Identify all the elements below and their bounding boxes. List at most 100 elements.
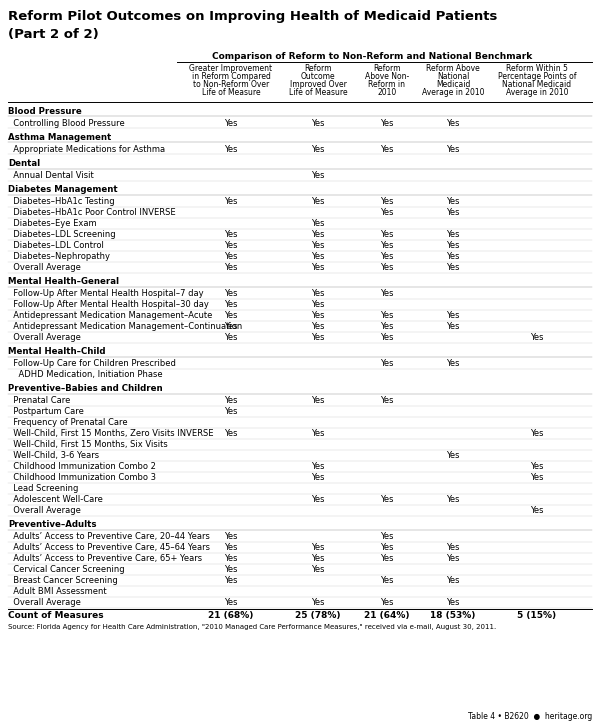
Text: 18 (53%): 18 (53%) bbox=[430, 611, 476, 620]
Text: Yes: Yes bbox=[311, 543, 325, 552]
Text: Well-Child, 3-6 Years: Well-Child, 3-6 Years bbox=[8, 451, 99, 460]
Text: Yes: Yes bbox=[380, 359, 394, 368]
Text: Yes: Yes bbox=[224, 145, 238, 154]
Text: Diabetes–HbA1c Testing: Diabetes–HbA1c Testing bbox=[8, 197, 115, 206]
Text: Reform: Reform bbox=[373, 64, 401, 73]
Text: Prenatal Care: Prenatal Care bbox=[8, 396, 70, 405]
Text: Greater Improvement: Greater Improvement bbox=[190, 64, 272, 73]
Text: Yes: Yes bbox=[380, 289, 394, 298]
Text: Yes: Yes bbox=[311, 473, 325, 482]
Text: Antidepressant Medication Management–Continuation: Antidepressant Medication Management–Con… bbox=[8, 322, 242, 331]
Text: 25 (78%): 25 (78%) bbox=[295, 611, 341, 620]
Text: Yes: Yes bbox=[530, 506, 544, 515]
Text: Diabetes Management: Diabetes Management bbox=[8, 185, 118, 194]
Text: Yes: Yes bbox=[224, 598, 238, 607]
Text: Count of Measures: Count of Measures bbox=[8, 611, 104, 620]
Text: Diabetes–LDL Control: Diabetes–LDL Control bbox=[8, 241, 104, 250]
Text: Yes: Yes bbox=[224, 300, 238, 309]
Text: Outcome: Outcome bbox=[301, 72, 335, 81]
Text: Yes: Yes bbox=[380, 230, 394, 239]
Text: Average in 2010: Average in 2010 bbox=[422, 88, 484, 97]
Text: Blood Pressure: Blood Pressure bbox=[8, 107, 82, 116]
Text: Mental Health–Child: Mental Health–Child bbox=[8, 347, 106, 356]
Text: Annual Dental Visit: Annual Dental Visit bbox=[8, 171, 94, 180]
Text: Childhood Immunization Combo 3: Childhood Immunization Combo 3 bbox=[8, 473, 156, 482]
Text: Comparison of Reform to Non-Reform and National Benchmark: Comparison of Reform to Non-Reform and N… bbox=[212, 52, 532, 61]
Text: Yes: Yes bbox=[311, 230, 325, 239]
Text: Yes: Yes bbox=[446, 263, 460, 272]
Text: Diabetes–Nephropathy: Diabetes–Nephropathy bbox=[8, 252, 110, 261]
Text: Yes: Yes bbox=[311, 495, 325, 504]
Text: Yes: Yes bbox=[380, 322, 394, 331]
Text: Diabetes–HbA1c Poor Control INVERSE: Diabetes–HbA1c Poor Control INVERSE bbox=[8, 208, 176, 217]
Text: Yes: Yes bbox=[224, 252, 238, 261]
Text: Medicaid: Medicaid bbox=[436, 80, 470, 89]
Text: Table 4 • B2620  ●  heritage.org: Table 4 • B2620 ● heritage.org bbox=[468, 712, 592, 721]
Text: Yes: Yes bbox=[311, 252, 325, 261]
Text: Yes: Yes bbox=[311, 554, 325, 563]
Text: Preventive–Adults: Preventive–Adults bbox=[8, 520, 97, 529]
Text: Yes: Yes bbox=[380, 145, 394, 154]
Text: Yes: Yes bbox=[380, 598, 394, 607]
Text: Yes: Yes bbox=[446, 311, 460, 320]
Text: Adults’ Access to Preventive Care, 65+ Years: Adults’ Access to Preventive Care, 65+ Y… bbox=[8, 554, 202, 563]
Text: Yes: Yes bbox=[380, 543, 394, 552]
Text: Yes: Yes bbox=[311, 300, 325, 309]
Text: Percentage Points of: Percentage Points of bbox=[498, 72, 576, 81]
Text: Adults’ Access to Preventive Care, 45–64 Years: Adults’ Access to Preventive Care, 45–64… bbox=[8, 543, 210, 552]
Text: Yes: Yes bbox=[311, 241, 325, 250]
Text: Mental Health–General: Mental Health–General bbox=[8, 277, 119, 286]
Text: Yes: Yes bbox=[446, 241, 460, 250]
Text: Yes: Yes bbox=[311, 145, 325, 154]
Text: Yes: Yes bbox=[380, 119, 394, 128]
Text: Life of Measure: Life of Measure bbox=[202, 88, 260, 97]
Text: Yes: Yes bbox=[380, 263, 394, 272]
Text: Yes: Yes bbox=[446, 359, 460, 368]
Text: Reform Within 5: Reform Within 5 bbox=[506, 64, 568, 73]
Text: Yes: Yes bbox=[446, 543, 460, 552]
Text: Yes: Yes bbox=[224, 576, 238, 585]
Text: Follow-Up Care for Children Prescribed: Follow-Up Care for Children Prescribed bbox=[8, 359, 176, 368]
Text: Yes: Yes bbox=[380, 576, 394, 585]
Text: Childhood Immunization Combo 2: Childhood Immunization Combo 2 bbox=[8, 462, 156, 471]
Text: Above Non-: Above Non- bbox=[365, 72, 409, 81]
Text: Yes: Yes bbox=[446, 554, 460, 563]
Text: Yes: Yes bbox=[380, 396, 394, 405]
Text: Yes: Yes bbox=[446, 495, 460, 504]
Text: Yes: Yes bbox=[446, 230, 460, 239]
Text: Yes: Yes bbox=[311, 311, 325, 320]
Text: Lead Screening: Lead Screening bbox=[8, 484, 79, 493]
Text: Yes: Yes bbox=[380, 554, 394, 563]
Text: Diabetes–LDL Screening: Diabetes–LDL Screening bbox=[8, 230, 116, 239]
Text: Yes: Yes bbox=[311, 598, 325, 607]
Text: Overall Average: Overall Average bbox=[8, 333, 81, 342]
Text: Well-Child, First 15 Months, Six Visits: Well-Child, First 15 Months, Six Visits bbox=[8, 440, 168, 449]
Text: Yes: Yes bbox=[224, 543, 238, 552]
Text: Dental: Dental bbox=[8, 159, 40, 168]
Text: Yes: Yes bbox=[311, 396, 325, 405]
Text: 2010: 2010 bbox=[377, 88, 397, 97]
Text: Follow-Up After Mental Health Hospital–30 day: Follow-Up After Mental Health Hospital–3… bbox=[8, 300, 209, 309]
Text: Improved Over: Improved Over bbox=[290, 80, 346, 89]
Text: National Medicaid: National Medicaid bbox=[502, 80, 572, 89]
Text: Yes: Yes bbox=[380, 241, 394, 250]
Text: to Non-Reform Over: to Non-Reform Over bbox=[193, 80, 269, 89]
Text: Yes: Yes bbox=[311, 322, 325, 331]
Text: Reform Pilot Outcomes on Improving Health of Medicaid Patients: Reform Pilot Outcomes on Improving Healt… bbox=[8, 10, 497, 23]
Text: Yes: Yes bbox=[446, 451, 460, 460]
Text: Yes: Yes bbox=[311, 565, 325, 574]
Text: National: National bbox=[437, 72, 469, 81]
Text: 21 (64%): 21 (64%) bbox=[364, 611, 410, 620]
Text: Yes: Yes bbox=[224, 311, 238, 320]
Text: Yes: Yes bbox=[380, 532, 394, 541]
Text: ADHD Medication, Initiation Phase: ADHD Medication, Initiation Phase bbox=[8, 370, 163, 379]
Text: Frequency of Prenatal Care: Frequency of Prenatal Care bbox=[8, 418, 128, 427]
Text: Yes: Yes bbox=[446, 252, 460, 261]
Text: Breast Cancer Screening: Breast Cancer Screening bbox=[8, 576, 118, 585]
Text: Antidepressant Medication Management–Acute: Antidepressant Medication Management–Acu… bbox=[8, 311, 212, 320]
Text: Yes: Yes bbox=[311, 119, 325, 128]
Text: (Part 2 of 2): (Part 2 of 2) bbox=[8, 28, 99, 41]
Text: Yes: Yes bbox=[311, 289, 325, 298]
Text: Yes: Yes bbox=[311, 429, 325, 438]
Text: Yes: Yes bbox=[446, 145, 460, 154]
